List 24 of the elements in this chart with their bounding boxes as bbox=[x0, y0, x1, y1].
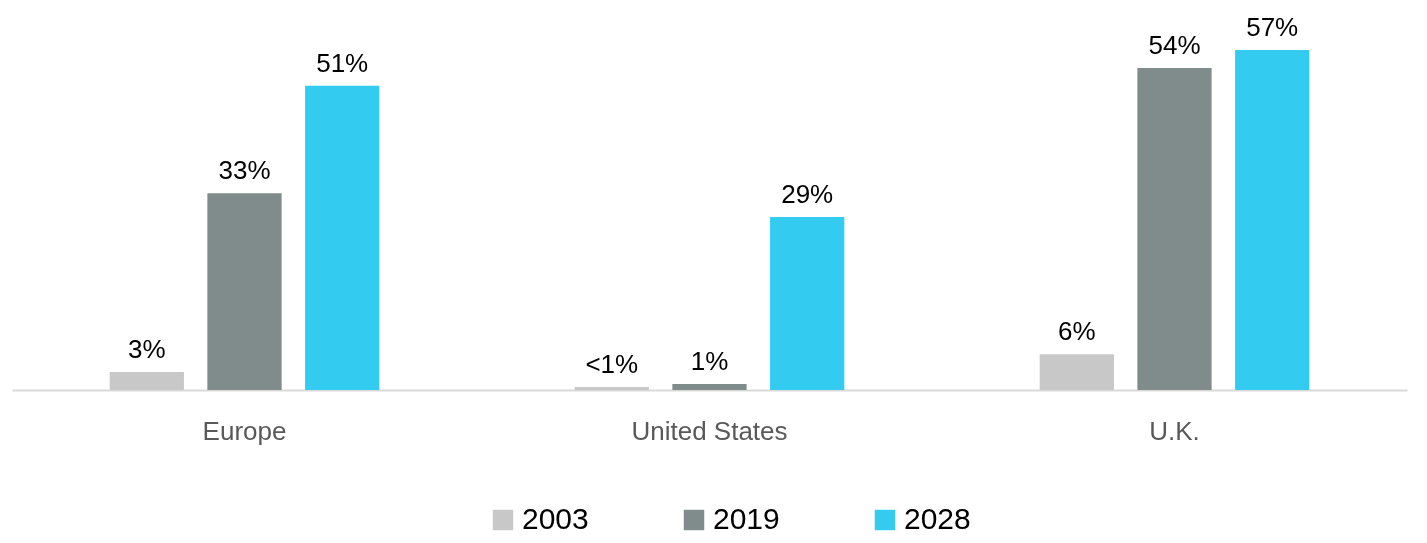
data-label: 3% bbox=[128, 334, 166, 365]
data-label: 29% bbox=[781, 179, 834, 210]
bar bbox=[1235, 50, 1310, 390]
data-label: 1% bbox=[690, 346, 729, 377]
bar bbox=[672, 384, 747, 390]
data-label: <1% bbox=[585, 349, 639, 380]
legend-label: 2019 bbox=[713, 502, 780, 535]
bar bbox=[770, 217, 845, 390]
x-tick-label: Europe bbox=[202, 415, 287, 446]
data-label: 51% bbox=[316, 47, 369, 78]
data-label: 6% bbox=[1058, 316, 1096, 347]
bar bbox=[1137, 67, 1212, 390]
legend-label: 2003 bbox=[522, 502, 589, 535]
bar bbox=[207, 193, 282, 390]
x-tick-label: U.K. bbox=[1149, 415, 1200, 446]
bar bbox=[109, 372, 184, 390]
bar bbox=[574, 387, 649, 390]
bar bbox=[1039, 354, 1114, 390]
legend-label: 2028 bbox=[904, 502, 971, 535]
bar bbox=[305, 85, 380, 390]
data-label: 57% bbox=[1246, 12, 1299, 42]
data-label: 54% bbox=[1148, 29, 1201, 60]
x-tick-label: United States bbox=[631, 415, 788, 446]
data-label: 33% bbox=[218, 155, 271, 186]
